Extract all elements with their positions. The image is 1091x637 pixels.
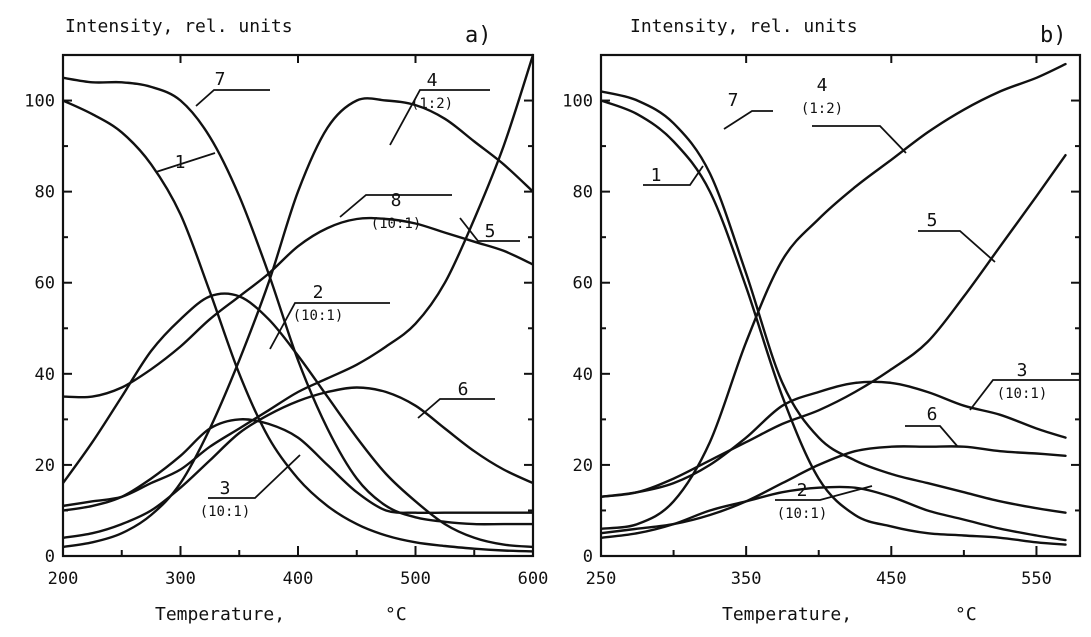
- x-axis-label: Temperature,: [722, 604, 852, 625]
- x-axis-unit: °C: [955, 604, 977, 625]
- plot-frame: [61, 53, 535, 558]
- chart-panel-b: Intensity, rel. units b) 250 350 450 550 0 20 40…: [562, 16, 1082, 625]
- series-line-7: [601, 90, 1067, 514]
- series-label-5: 5: [927, 210, 938, 231]
- y-tick-label: 100: [562, 92, 593, 112]
- y-tick-label: 80: [35, 183, 55, 203]
- series-leader-6: [417, 398, 495, 419]
- x-tick-label: 600: [518, 569, 549, 589]
- x-tick-label: 550: [1021, 569, 1052, 589]
- series-ratio-4: (1:2): [411, 96, 453, 112]
- y-tick-label: 0: [45, 547, 55, 567]
- series-line-2: [601, 485, 1067, 542]
- series-ratio-2: (10:1): [293, 308, 344, 324]
- series-label-6: 6: [927, 404, 938, 425]
- series-ratio-4: (1:2): [801, 101, 843, 117]
- y-tick-label: 60: [35, 274, 55, 294]
- x-tick-label: 250: [586, 569, 617, 589]
- series-ratio-8: (10:1): [371, 216, 422, 232]
- series-label-4: 4: [427, 70, 438, 91]
- series-leader-1: [643, 165, 704, 186]
- series-label-1: 1: [175, 152, 186, 173]
- series-label-1: 1: [651, 165, 662, 186]
- series-line-1: [63, 99, 533, 553]
- series-line-5: [63, 53, 533, 508]
- series-ratio-2: (10:1): [777, 506, 828, 522]
- series-line-6: [63, 386, 533, 539]
- series-line-4: [601, 62, 1067, 530]
- panel-letter: b): [1040, 23, 1067, 48]
- series-label-2: 2: [313, 282, 324, 303]
- series-leader-2: [269, 302, 390, 350]
- series-leader-3: [969, 379, 1080, 411]
- x-tick-label: 300: [165, 569, 196, 589]
- series-leader-3: [208, 454, 301, 499]
- y-axis-label: Intensity, rel. units: [65, 16, 293, 37]
- series-label-3: 3: [220, 478, 231, 499]
- series-label-6: 6: [458, 379, 469, 400]
- series-line-3: [63, 418, 533, 515]
- series-leader-7: [195, 89, 270, 107]
- series-leader-5: [918, 230, 996, 263]
- series-label-5: 5: [485, 221, 496, 242]
- series-leader-6: [905, 425, 959, 448]
- series-leader-7: [723, 110, 773, 130]
- series-line-6: [601, 445, 1067, 535]
- y-tick-label: 100: [24, 92, 55, 112]
- series-leader-8: [339, 194, 452, 218]
- series-leader-2: [775, 485, 873, 501]
- series-label-8: 8: [391, 190, 402, 211]
- series-line-2: [63, 216, 533, 399]
- y-tick-label: 20: [573, 456, 593, 476]
- series-ratio-3: (10:1): [997, 386, 1048, 402]
- series-leader-4: [389, 89, 490, 146]
- x-tick-label: 200: [48, 569, 79, 589]
- series-label-3: 3: [1017, 360, 1028, 381]
- y-tick-label: 80: [573, 183, 593, 203]
- x-tick-label: 450: [876, 569, 907, 589]
- series-label-2: 2: [797, 480, 808, 501]
- series-leader-1: [155, 152, 216, 173]
- y-tick-label: 40: [573, 365, 593, 385]
- series-leader-4: [812, 125, 907, 154]
- x-tick-label: 350: [731, 569, 762, 589]
- series-line-8: [63, 292, 533, 549]
- series-label-4: 4: [817, 75, 828, 96]
- y-tick-label: 20: [35, 456, 55, 476]
- series-line-4: [63, 97, 533, 549]
- x-axis-unit: °C: [385, 604, 407, 625]
- series-label-7: 7: [728, 90, 739, 111]
- panel-letter: a): [465, 23, 492, 48]
- series-line-5: [601, 154, 1067, 498]
- x-tick-label: 500: [400, 569, 431, 589]
- series-line-3: [601, 380, 1067, 498]
- series-line-1: [601, 99, 1067, 546]
- series-label-7: 7: [215, 69, 226, 90]
- chart-panel-a: Intensity, rel. units a) 200 300 400 500 600 0 2…: [24, 16, 548, 625]
- plot-frame: [599, 53, 1082, 558]
- y-axis-label: Intensity, rel. units: [630, 16, 858, 37]
- y-tick-label: 0: [583, 547, 593, 567]
- x-axis-label: Temperature,: [155, 604, 285, 625]
- y-tick-label: 60: [573, 274, 593, 294]
- x-tick-label: 400: [283, 569, 314, 589]
- series-ratio-3: (10:1): [200, 504, 251, 520]
- series-leader-5: [459, 217, 520, 242]
- y-tick-label: 40: [35, 365, 55, 385]
